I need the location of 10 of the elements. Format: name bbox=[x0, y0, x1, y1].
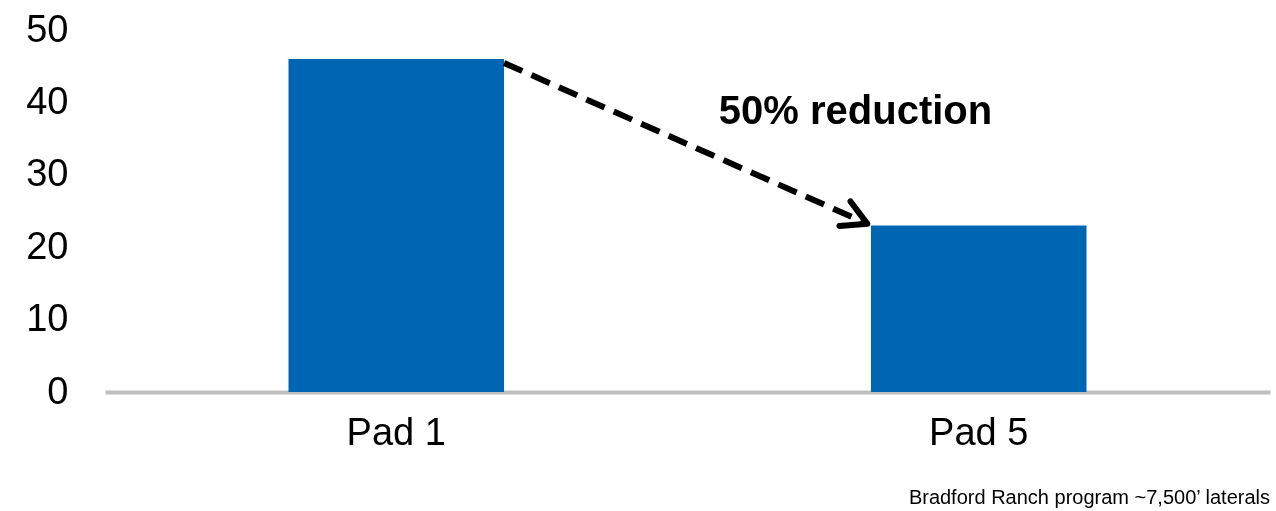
y-tick-label: 0 bbox=[47, 369, 69, 412]
y-tick-label: 40 bbox=[26, 79, 69, 122]
y-tick-label: 10 bbox=[26, 297, 69, 340]
x-tick-label: Pad 5 bbox=[929, 410, 1029, 453]
y-tick-label: 50 bbox=[26, 7, 69, 50]
y-tick-label: 30 bbox=[26, 152, 69, 195]
x-tick-label: Pad 1 bbox=[346, 410, 446, 453]
text: Bradford Ranch program ~7,500’ laterals bbox=[908, 486, 1270, 509]
annotation: 50% reduction bbox=[718, 87, 993, 133]
y-tick-label: 20 bbox=[26, 224, 69, 267]
